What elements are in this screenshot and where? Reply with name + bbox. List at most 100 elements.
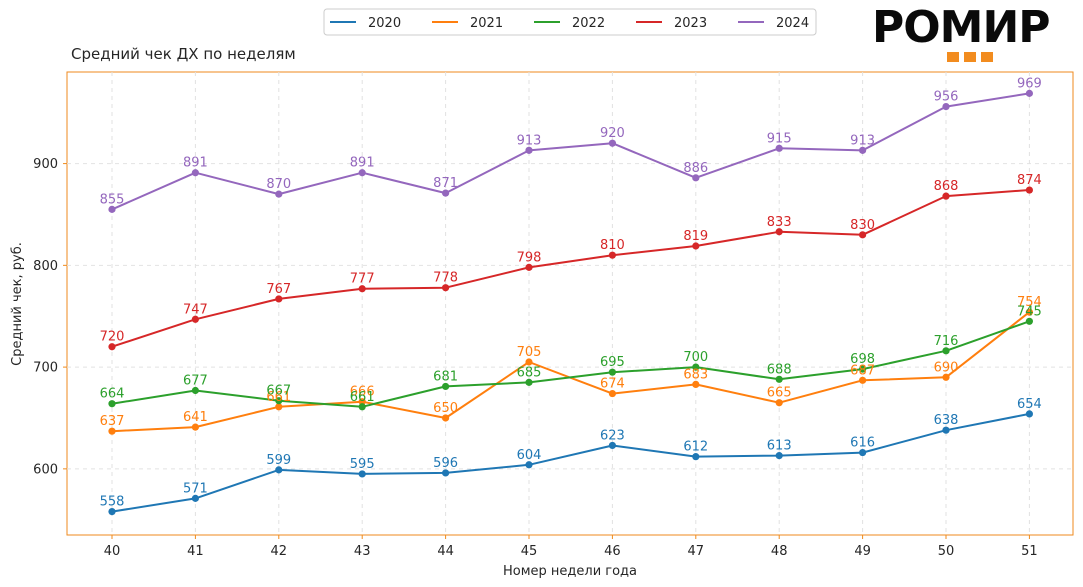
series-line-2024 — [111, 92, 1030, 211]
chart-title: Средний чек ДХ по неделям — [71, 45, 296, 63]
legend-box — [323, 8, 817, 36]
data-label-2021: 665 — [767, 386, 792, 401]
point-2023 — [608, 251, 617, 259]
point-2024 — [775, 144, 783, 152]
data-label-2022: 716 — [934, 334, 959, 349]
x-tick-label: 46 — [604, 544, 621, 559]
data-label-2020: 571 — [183, 481, 208, 496]
point-2023 — [191, 315, 199, 323]
data-label-2024: 870 — [266, 177, 291, 192]
plot-frame — [66, 71, 1074, 536]
y-axis-label: Средний чек, руб. — [10, 242, 25, 366]
data-label-2021: 674 — [600, 377, 625, 392]
data-label-2023: 833 — [767, 215, 792, 230]
y-tick-label: 700 — [33, 361, 58, 376]
point-2021 — [775, 399, 783, 407]
data-label-2023: 868 — [934, 179, 959, 194]
data-label-2022: 685 — [517, 365, 542, 380]
data-label-2022: 695 — [600, 355, 625, 370]
legend-label-2024: 2024 — [776, 16, 809, 31]
data-label-2023: 747 — [183, 302, 208, 317]
data-label-2022: 681 — [433, 369, 458, 384]
data-label-2023: 874 — [1017, 173, 1042, 188]
point-2020 — [358, 470, 366, 478]
data-label-2021: 650 — [433, 401, 458, 416]
romir-logo: РОМИР — [872, 6, 1067, 66]
data-label-2021: 754 — [1017, 295, 1042, 310]
point-2022 — [1025, 317, 1033, 325]
data-label-2020: 596 — [433, 456, 458, 471]
data-label-2021: 687 — [850, 363, 875, 378]
data-label-2021: 683 — [683, 367, 708, 382]
data-label-2023: 819 — [683, 229, 708, 244]
point-2022 — [191, 386, 199, 395]
x-tick-label: 44 — [437, 544, 454, 559]
data-label-2024: 871 — [433, 176, 458, 191]
point-2023 — [275, 295, 283, 303]
data-label-2020: 558 — [100, 495, 125, 510]
x-tick-label: 47 — [688, 544, 705, 559]
point-2024 — [859, 146, 867, 154]
point-2021 — [108, 427, 116, 435]
y-tick-label: 800 — [33, 259, 58, 274]
point-2021 — [442, 414, 450, 422]
data-label-2021: 637 — [100, 414, 125, 429]
data-label-2023: 830 — [850, 218, 875, 233]
x-tick-label: 51 — [1021, 544, 1038, 559]
x-tick-label: 48 — [771, 544, 788, 559]
point-2021 — [859, 376, 867, 384]
point-2024 — [1025, 89, 1033, 97]
data-label-2022: 664 — [100, 387, 125, 402]
point-2024 — [942, 102, 950, 111]
data-label-2024: 915 — [767, 131, 792, 146]
point-2021 — [608, 389, 617, 398]
data-label-2024: 886 — [683, 161, 708, 176]
point-2021 — [1025, 308, 1033, 316]
point-2022 — [275, 397, 283, 405]
data-label-2023: 778 — [433, 271, 458, 286]
point-2020 — [275, 466, 283, 474]
data-label-2021: 690 — [934, 360, 959, 375]
data-label-2023: 720 — [100, 330, 125, 345]
point-2020 — [191, 494, 199, 502]
data-label-2020: 616 — [850, 436, 875, 451]
data-label-2020: 595 — [350, 457, 375, 472]
y-tick-label: 600 — [33, 462, 58, 477]
data-label-2024: 891 — [183, 156, 208, 171]
point-2024 — [108, 205, 116, 213]
x-tick-label: 45 — [521, 544, 538, 559]
data-label-2023: 777 — [350, 272, 375, 287]
data-label-2024: 855 — [100, 192, 125, 207]
legend: 2020 2021 2022 2023 2024 — [323, 8, 817, 36]
series-lines — [108, 89, 1033, 516]
logo-wordmark: РОМИР — [872, 2, 1051, 53]
data-label-2022: 661 — [350, 390, 375, 405]
data-label-2022: 688 — [767, 362, 792, 377]
data-label-2024: 891 — [350, 156, 375, 171]
series-line-2022 — [111, 320, 1030, 408]
point-2022 — [608, 368, 617, 376]
data-label-2020: 613 — [767, 439, 792, 454]
point-2020 — [1025, 410, 1033, 418]
point-2021 — [525, 358, 533, 366]
data-label-2024: 956 — [934, 90, 959, 105]
point-2020 — [859, 448, 867, 457]
point-2024 — [275, 190, 283, 198]
point-2022 — [775, 375, 783, 383]
data-label-2024: 920 — [600, 126, 625, 141]
point-2023 — [358, 285, 366, 293]
point-2020 — [525, 461, 533, 469]
point-2023 — [1025, 186, 1033, 194]
x-tick-label: 49 — [854, 544, 871, 559]
data-label-2020: 599 — [266, 453, 291, 468]
point-2024 — [608, 139, 617, 147]
data-label-2022: 698 — [850, 352, 875, 367]
point-2020 — [608, 441, 617, 450]
data-label-2022: 667 — [266, 384, 291, 399]
data-label-2024: 969 — [1017, 76, 1042, 91]
point-2023 — [775, 228, 783, 236]
point-2024 — [191, 169, 199, 177]
data-labels: 558 571 599 595 596 604 623 612 613 616 638 654 637 6… — [100, 76, 1042, 509]
point-2022 — [358, 403, 366, 411]
point-2024 — [525, 146, 533, 154]
